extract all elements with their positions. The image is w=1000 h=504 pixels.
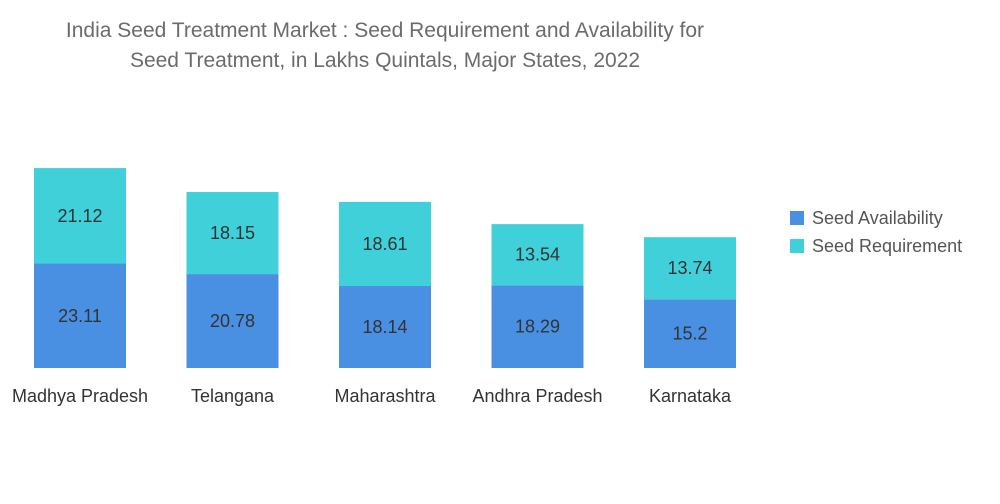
category-label-telangana: Telangana: [191, 386, 275, 406]
data-label-seed-availability-karnataka: 15.2: [672, 324, 707, 344]
bar-seed-availability-karnataka: [644, 299, 736, 368]
stacked-bar-chart: 23.11 21.12 Madhya Pradesh 20.78 18.15 Telang…: [12, 168, 736, 406]
legend-label-seed-availability: Seed Availability: [812, 207, 943, 228]
bar-seed-requirement-madhya-pradesh: [34, 168, 126, 264]
bar-seed-requirement-maharashtra: [339, 201, 431, 287]
data-label-seed-requirement-karnataka: 13.74: [667, 258, 712, 278]
legend-item-seed-availability: Seed Availability: [790, 204, 962, 232]
data-label-seed-requirement-madhya-pradesh: 21.12: [57, 206, 102, 226]
bar-seed-requirement-andhra-pradesh: [491, 224, 584, 286]
data-label-seed-availability-andhra-pradesh: 18.29: [515, 317, 560, 337]
data-label-seed-requirement-maharashtra: 18.61: [362, 234, 407, 254]
data-label-seed-requirement-andhra-pradesh: 13.54: [515, 245, 560, 265]
chart-title-line-1: India Seed Treatment Market : Seed Requi…: [65, 19, 705, 42]
bar-seed-availability-telangana: [186, 274, 279, 368]
chart-title: India Seed Treatment Market : Seed Requi…: [0, 16, 770, 76]
bar-seed-requirement-telangana: [186, 192, 279, 275]
data-label-seed-availability-telangana: 20.78: [210, 311, 255, 331]
chart-legend: Seed Availability Seed Requirement: [790, 204, 962, 260]
category-label-karnataka: Karnataka: [649, 386, 732, 406]
chart-title-line-2: Seed Treatment, in Lakhs Quintals, Major…: [129, 49, 641, 72]
bar-seed-availability-maharashtra: [339, 286, 431, 368]
legend-swatch-seed-requirement: [790, 239, 804, 253]
category-label-andhra-pradesh: Andhra Pradesh: [472, 386, 602, 406]
data-label-seed-requirement-telangana: 18.15: [210, 223, 255, 243]
bar-seed-requirement-karnataka: [644, 237, 736, 300]
category-label-maharashtra: Maharashtra: [334, 386, 436, 406]
legend-label-seed-requirement: Seed Requirement: [812, 235, 963, 256]
legend-item-seed-requirement: Seed Requirement: [790, 232, 962, 260]
bar-seed-availability-andhra-pradesh: [491, 285, 584, 368]
bar-seed-availability-madhya-pradesh: [34, 263, 126, 368]
category-label-madhya-pradesh: Madhya Pradesh: [12, 386, 148, 406]
legend-swatch-seed-availability: [790, 211, 804, 225]
data-label-seed-availability-madhya-pradesh: 23.11: [58, 306, 102, 326]
data-label-seed-availability-maharashtra: 18.14: [362, 317, 407, 337]
